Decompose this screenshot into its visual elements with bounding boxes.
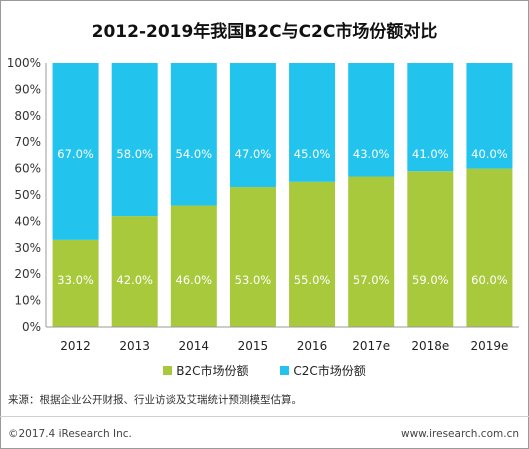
bar-segment-c2c <box>407 63 454 172</box>
data-label-c2c: 45.0% <box>294 147 331 161</box>
x-tick-label: 2013 <box>119 339 150 353</box>
x-tick-label: 2017e <box>352 339 390 353</box>
y-tick-label: 80% <box>14 109 41 123</box>
bar-segment-c2c <box>348 63 395 177</box>
bar-segment-b2c <box>466 168 513 327</box>
data-label-b2c: 46.0% <box>176 273 213 287</box>
bar-segment-c2c <box>466 63 513 169</box>
bar-segment-c2c <box>170 63 217 206</box>
x-axis: 2012 2013 2014 2015 2016 2017e 2018e 2019e <box>46 326 519 353</box>
data-label-b2c: 33.0% <box>57 273 94 287</box>
y-tick-label: 60% <box>14 162 41 176</box>
data-label-c2c: 41.0% <box>412 147 449 161</box>
y-tick-label: 0% <box>22 320 41 334</box>
bar-segment-b2c <box>170 205 217 327</box>
copyright: ©2017.4 iResearch Inc. <box>8 428 132 440</box>
bar-segment-b2c <box>289 181 336 327</box>
bar-segment-b2c <box>407 171 454 327</box>
y-tick-label: 70% <box>14 135 41 149</box>
y-tick-label: 100% <box>7 56 41 70</box>
bar-segment-c2c <box>111 63 158 217</box>
x-tick-label: 2019e <box>470 339 508 353</box>
legend-label-b2c: B2C市场份额 <box>176 364 249 378</box>
footer-divider <box>0 416 529 417</box>
bar-segment-b2c <box>111 216 158 327</box>
legend-swatch-b2c <box>163 366 173 375</box>
x-tick-label: 2015 <box>238 339 269 353</box>
x-tick-label: 2014 <box>179 339 210 353</box>
y-axis: 0% 10% 20% 30% 40% 50% 60% 70% 80% 90% 100% <box>7 56 47 334</box>
data-label-b2c: 55.0% <box>294 273 331 287</box>
data-label-c2c: 43.0% <box>353 147 390 161</box>
data-label-b2c: 60.0% <box>471 273 508 287</box>
x-tick-label: 2016 <box>297 339 328 353</box>
legend-label-c2c: C2C市场份额 <box>293 364 366 378</box>
data-label-c2c: 47.0% <box>235 147 272 161</box>
y-tick-label: 50% <box>14 188 41 202</box>
stacked-bar-chart: 0% 10% 20% 30% 40% 50% 60% 70% 80% 90% 100% 33.0% 6… <box>7 56 519 353</box>
data-label-b2c: 53.0% <box>235 273 272 287</box>
legend-item-c2c: C2C市场份额 <box>280 362 366 379</box>
bars: 33.0% 67.0% 42.0% 58.0% 46.0% 54.0% 53.0% 47.0%… <box>52 63 513 327</box>
legend: B2C市场份额 C2C市场份额 <box>0 362 529 379</box>
bar-segment-b2c <box>348 176 395 327</box>
bar-segment-b2c <box>229 187 276 327</box>
data-label-c2c: 40.0% <box>471 147 508 161</box>
website-link[interactable]: www.iresearch.com.cn <box>400 428 519 440</box>
legend-swatch-c2c <box>280 366 290 375</box>
data-label-c2c: 54.0% <box>176 147 213 161</box>
x-tick-label: 2018e <box>411 339 449 353</box>
chart-title: 2012-2019年我国B2C与C2C市场份额对比 <box>91 22 438 42</box>
y-tick-label: 30% <box>14 241 41 255</box>
y-tick-label: 10% <box>14 294 41 308</box>
bar-segment-c2c <box>52 63 99 240</box>
data-label-b2c: 42.0% <box>116 273 153 287</box>
data-label-b2c: 59.0% <box>412 273 449 287</box>
x-tick-label: 2012 <box>60 339 91 353</box>
y-tick-label: 20% <box>14 267 41 281</box>
y-tick-label: 90% <box>14 82 41 96</box>
bar-segment-c2c <box>289 63 336 182</box>
data-label-c2c: 58.0% <box>116 147 153 161</box>
bar-segment-c2c <box>229 63 276 188</box>
legend-item-b2c: B2C市场份额 <box>163 362 249 379</box>
bar-segment-b2c <box>52 239 99 327</box>
y-tick-label: 40% <box>14 214 41 228</box>
data-label-b2c: 57.0% <box>353 273 390 287</box>
source-note: 来源：根据企业公开财报、行业访谈及艾瑞统计预测模型估算。 <box>8 394 302 406</box>
data-label-c2c: 67.0% <box>57 147 94 161</box>
